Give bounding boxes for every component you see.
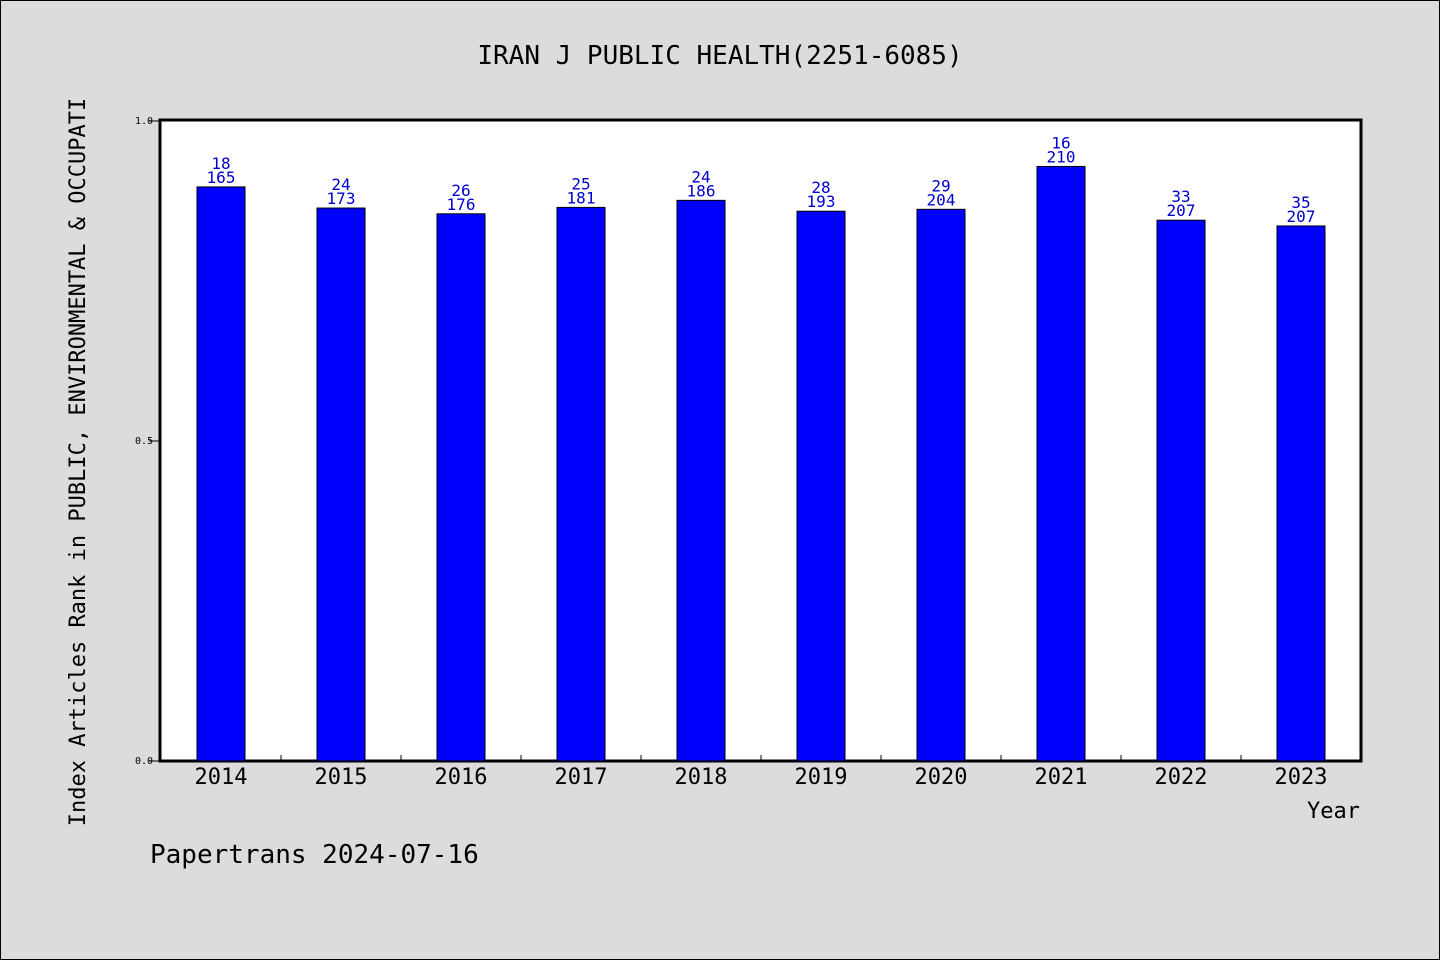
bar bbox=[556, 206, 606, 762]
chart-marks: 0.00.51.01651820141732420151762620161812… bbox=[135, 116, 1328, 790]
bar-rank-label: 25 bbox=[571, 174, 590, 193]
bar-rank-label: 18 bbox=[211, 154, 230, 173]
bar-rank-label: 33 bbox=[1171, 187, 1190, 206]
x-tick-label: 2015 bbox=[315, 765, 368, 790]
bar-rank-label: 24 bbox=[331, 175, 350, 194]
bar-total-label: 204 bbox=[927, 190, 956, 209]
bar bbox=[916, 208, 966, 762]
bar-total-label: 186 bbox=[687, 181, 716, 200]
bar bbox=[1276, 225, 1326, 762]
bar bbox=[676, 199, 726, 762]
x-tick-label: 2016 bbox=[435, 765, 488, 790]
x-tick-label: 2017 bbox=[555, 765, 608, 790]
bar-rank-label: 35 bbox=[1291, 193, 1310, 212]
bar bbox=[1156, 219, 1206, 762]
bar bbox=[196, 186, 246, 762]
y-axis-label: Index Articles Rank in PUBLIC, ENVIRONME… bbox=[66, 98, 91, 826]
bar-total-label: 165 bbox=[207, 168, 236, 187]
bar-total-label: 173 bbox=[327, 189, 356, 208]
chart-title: IRAN J PUBLIC HEALTH(2251-6085) bbox=[477, 41, 962, 71]
bar-total-label: 207 bbox=[1287, 207, 1316, 226]
x-tick-label: 2020 bbox=[915, 765, 968, 790]
x-tick-label: 2014 bbox=[195, 765, 248, 790]
x-tick-label: 2021 bbox=[1035, 765, 1088, 790]
y-tick-label: 1.0 bbox=[135, 116, 153, 127]
x-tick-label: 2018 bbox=[675, 765, 728, 790]
y-tick-label: 0.5 bbox=[135, 436, 153, 447]
bar-rank-label: 29 bbox=[931, 176, 950, 195]
bar-total-label: 207 bbox=[1167, 201, 1196, 220]
bar bbox=[1036, 165, 1086, 762]
bar bbox=[796, 210, 846, 762]
x-tick-label: 2023 bbox=[1275, 765, 1328, 790]
bar-rank-label: 26 bbox=[451, 181, 470, 200]
bar-total-label: 210 bbox=[1047, 147, 1076, 166]
y-tick-label: 0.0 bbox=[135, 756, 153, 767]
bar-total-label: 181 bbox=[567, 188, 596, 207]
x-tick-label: 2019 bbox=[795, 765, 848, 790]
bar-rank-label: 24 bbox=[691, 167, 710, 186]
bar bbox=[316, 207, 366, 762]
bar bbox=[436, 213, 486, 762]
bar-rank-label: 28 bbox=[811, 178, 830, 197]
footer-source: Papertrans 2024-07-16 bbox=[150, 840, 479, 870]
bar-total-label: 193 bbox=[807, 192, 836, 211]
bar-total-label: 176 bbox=[447, 195, 476, 214]
x-axis-label: Year bbox=[1307, 799, 1360, 824]
x-tick-label: 2022 bbox=[1155, 765, 1208, 790]
bar-rank-label: 16 bbox=[1051, 133, 1070, 152]
